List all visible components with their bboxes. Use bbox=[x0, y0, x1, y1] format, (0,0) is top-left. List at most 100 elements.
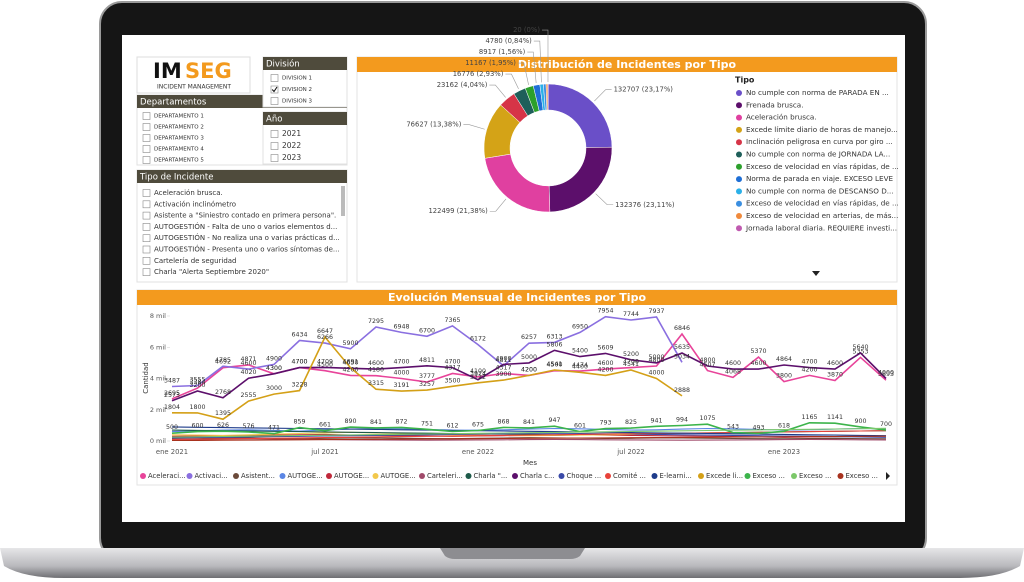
data-label: 4700 bbox=[291, 359, 307, 366]
slicer-item[interactable]: Asistente a "Siniestro contado en primer… bbox=[154, 212, 336, 220]
slicer-item[interactable]: Cartelería de seguridad bbox=[154, 257, 237, 265]
legend-label[interactable]: Inclinación peligrosa en curva por giro … bbox=[746, 137, 893, 146]
data-label: 3228 bbox=[291, 382, 307, 389]
legend-label[interactable]: No cumple con norma de DESCANSO D... bbox=[746, 186, 894, 195]
data-label: 4000 bbox=[648, 370, 664, 377]
checkbox[interactable] bbox=[142, 112, 151, 120]
checkbox[interactable] bbox=[270, 74, 279, 82]
data-label: 543 bbox=[727, 424, 739, 431]
legend-label[interactable]: Activaci... bbox=[195, 472, 228, 480]
data-label: 4692 bbox=[215, 359, 231, 366]
series-line[interactable] bbox=[171, 426, 887, 437]
slicer-item[interactable]: DEPARTAMENTO 1 bbox=[154, 114, 204, 120]
checkbox[interactable] bbox=[142, 145, 151, 153]
checkbox[interactable] bbox=[270, 130, 279, 138]
slicer-item[interactable]: DEPARTAMENTO 4 bbox=[154, 147, 204, 153]
checkbox[interactable] bbox=[142, 134, 151, 142]
checkbox[interactable] bbox=[270, 97, 279, 105]
legend-swatch bbox=[465, 473, 472, 479]
scrollbar[interactable] bbox=[341, 186, 345, 216]
legend-label[interactable]: Comité ... bbox=[613, 472, 646, 480]
checkbox[interactable] bbox=[142, 256, 151, 265]
checkbox[interactable] bbox=[142, 156, 151, 164]
series-line[interactable] bbox=[171, 437, 887, 440]
series-line[interactable] bbox=[171, 435, 887, 442]
line-title: Evolución Mensual de Incidentes por Tipo bbox=[388, 291, 646, 304]
slicer-item[interactable]: AUTOGESTIÓN - Falta de uno o varios elem… bbox=[154, 222, 337, 231]
series-line[interactable] bbox=[171, 315, 683, 388]
legend-label[interactable]: Asistent... bbox=[241, 472, 275, 480]
legend-label[interactable]: AUTOGE... bbox=[381, 472, 416, 480]
checkbox[interactable] bbox=[142, 234, 151, 242]
data-label: 4691 bbox=[342, 359, 358, 366]
slicer-item[interactable]: 2023 bbox=[282, 153, 301, 162]
legend-label[interactable]: Charla c... bbox=[520, 472, 554, 480]
data-label: 5000 bbox=[521, 354, 537, 361]
checkbox[interactable] bbox=[142, 189, 151, 197]
slicer-item[interactable]: DEPARTAMENTO 3 bbox=[154, 136, 204, 142]
legend-label[interactable]: Exceso ... bbox=[753, 472, 785, 480]
legend-label[interactable]: Exceso de velocidad en vías rápidas, de … bbox=[746, 162, 899, 171]
legend-label[interactable]: Exceso ... bbox=[846, 472, 878, 480]
data-label: 4200 bbox=[521, 366, 537, 373]
legend-label[interactable]: Exceso de velocidad en vías rápidas, de … bbox=[746, 199, 899, 208]
legend-label[interactable]: Excede li... bbox=[706, 472, 743, 480]
donut-title: Distribución de Incidentes por Tipo bbox=[518, 58, 737, 71]
slicer-item[interactable]: 2022 bbox=[282, 141, 301, 150]
legend-label[interactable]: Excede límite diario de horas de manejo.… bbox=[746, 125, 898, 134]
data-label: 4317 bbox=[495, 365, 511, 372]
checkbox[interactable] bbox=[142, 211, 151, 220]
data-label: 5034 bbox=[674, 353, 690, 360]
checkbox[interactable] bbox=[270, 142, 279, 150]
series-line[interactable] bbox=[171, 427, 887, 438]
slicer-item[interactable]: AUTOGESTIÓN - No realiza una o varias pr… bbox=[154, 233, 340, 242]
legend-next-arrow[interactable] bbox=[886, 472, 890, 480]
legend-label[interactable]: Carteleri... bbox=[427, 472, 463, 480]
checkbox[interactable] bbox=[270, 154, 279, 162]
slicer-item[interactable]: DIVISION 3 bbox=[282, 99, 313, 105]
slicer-item[interactable]: DIVISION 1 bbox=[282, 76, 312, 82]
legend-label[interactable]: Charla "... bbox=[474, 472, 508, 480]
data-label: 1141 bbox=[827, 414, 843, 421]
slicer-item[interactable]: DIVISION 2 bbox=[282, 87, 312, 93]
series-line[interactable] bbox=[171, 421, 887, 435]
slicer-item[interactable]: AUTOGESTIÓN - Presenta uno o varios sínt… bbox=[154, 245, 340, 254]
checkbox[interactable] bbox=[142, 268, 151, 276]
data-label: 132376 (23,11%) bbox=[615, 201, 675, 209]
checkbox[interactable] bbox=[142, 245, 151, 254]
data-label: 11167 (1,95%) bbox=[465, 59, 516, 67]
legend-swatch bbox=[791, 473, 797, 479]
legend-label[interactable]: Aceleraci... bbox=[148, 472, 186, 480]
legend-label[interactable]: No cumple con norma de PARADA EN ... bbox=[746, 88, 889, 97]
checkbox[interactable] bbox=[142, 223, 151, 231]
data-label: 675 bbox=[472, 421, 484, 428]
data-label: 122499 (21,38%) bbox=[428, 207, 488, 215]
slicer-item[interactable]: Activación inclinómetro bbox=[154, 200, 236, 208]
legend-label[interactable]: Frenada brusca. bbox=[746, 100, 804, 109]
series-line[interactable] bbox=[171, 432, 887, 439]
series-line[interactable] bbox=[171, 335, 683, 421]
legend-label[interactable]: E-learni... bbox=[660, 472, 692, 480]
legend-label[interactable]: Exceso de velocidad en arterias, de más.… bbox=[746, 211, 898, 220]
legend-label[interactable]: AUTOGE... bbox=[288, 472, 323, 480]
legend-label[interactable]: Jornada laboral diaria. REQUIERE investi… bbox=[745, 223, 897, 232]
data-label: 900 bbox=[854, 418, 866, 425]
checkbox[interactable] bbox=[270, 85, 279, 94]
series-line[interactable] bbox=[171, 349, 887, 402]
slicer-item[interactable]: DEPARTAMENTO 2 bbox=[154, 125, 204, 131]
legend-label[interactable]: Choque ... bbox=[567, 472, 602, 480]
checkbox[interactable] bbox=[142, 123, 151, 131]
legend-scroll-arrow[interactable] bbox=[812, 271, 820, 276]
legend-label[interactable]: Exceso ... bbox=[799, 472, 831, 480]
slicer-item[interactable]: Charla "Alerta Septiembre 2020" bbox=[154, 268, 269, 276]
slicer-item[interactable]: DEPARTAMENTO 5 bbox=[154, 158, 204, 164]
slicer-item[interactable]: 2021 bbox=[282, 129, 301, 138]
checkbox[interactable] bbox=[142, 200, 151, 209]
legend-label[interactable]: AUTOGE... bbox=[334, 472, 369, 480]
legend-label[interactable]: Aceleración brusca. bbox=[746, 113, 817, 122]
legend-label[interactable]: No cumple con norma de JORNADA LA... bbox=[746, 150, 890, 159]
data-label: 2695 bbox=[164, 390, 180, 397]
slicer-item[interactable]: Aceleración brusca. bbox=[154, 189, 223, 197]
data-label: 3200 bbox=[189, 382, 205, 389]
legend-label[interactable]: Norma de parada en viaje. EXCESO LEVE bbox=[746, 174, 894, 183]
